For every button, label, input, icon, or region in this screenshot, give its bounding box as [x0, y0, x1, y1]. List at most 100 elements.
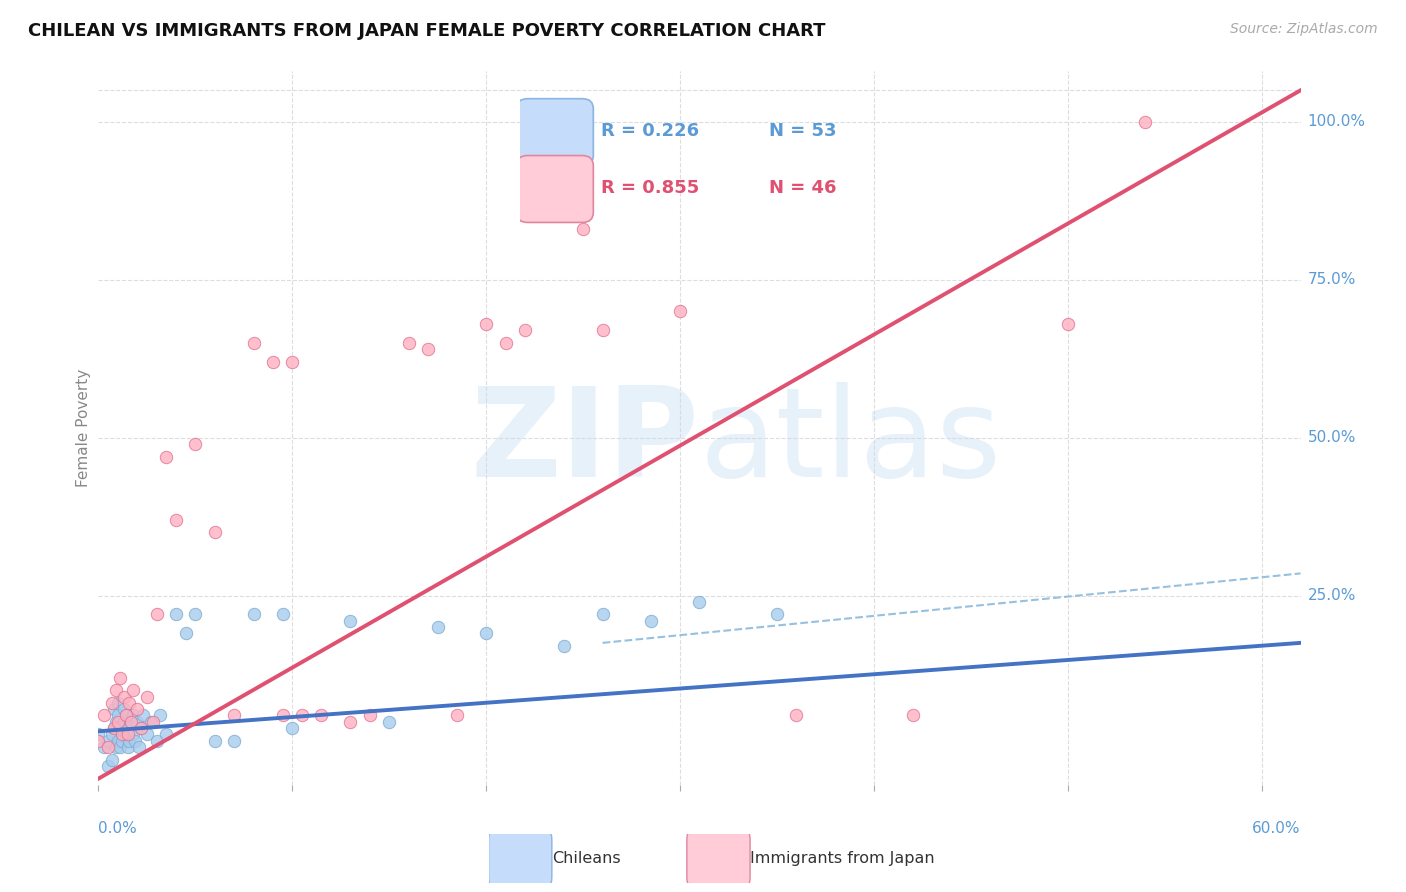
Point [108, 740, 131, 755]
Point [120, 714, 142, 729]
Text: ZIP: ZIP [471, 382, 699, 503]
Point [242, 335, 264, 350]
Point [242, 607, 264, 622]
Point [108, 721, 131, 735]
Point [766, 607, 789, 622]
Point [107, 696, 129, 710]
Point [118, 696, 141, 710]
Point [165, 607, 187, 622]
Text: Source: ZipAtlas.com: Source: ZipAtlas.com [1230, 22, 1378, 37]
Point [359, 708, 381, 723]
Point [184, 437, 207, 451]
Text: atlas: atlas [699, 382, 1001, 503]
Point [224, 733, 246, 747]
Point [142, 714, 165, 729]
Text: 25.0%: 25.0% [1308, 588, 1355, 603]
Point [129, 721, 152, 735]
Point [339, 614, 361, 628]
Point [553, 639, 575, 653]
Point [104, 740, 127, 755]
Point [103, 721, 125, 735]
Point [688, 595, 710, 609]
Point [785, 708, 807, 723]
Point [155, 450, 177, 464]
Point [124, 733, 146, 747]
Point [135, 727, 157, 741]
Text: N = 46: N = 46 [769, 179, 837, 197]
Point [118, 733, 141, 747]
Text: CHILEAN VS IMMIGRANTS FROM JAPAN FEMALE POVERTY CORRELATION CHART: CHILEAN VS IMMIGRANTS FROM JAPAN FEMALE … [28, 22, 825, 40]
Point [97, 759, 120, 773]
Point [311, 708, 333, 723]
FancyBboxPatch shape [516, 155, 593, 222]
Point [114, 727, 136, 741]
Point [97, 740, 120, 755]
Point [107, 733, 129, 747]
Point [204, 733, 226, 747]
Point [128, 740, 150, 755]
Point [112, 702, 135, 716]
Point [101, 753, 124, 767]
Point [122, 683, 145, 698]
Point [117, 721, 139, 735]
Point [129, 721, 152, 735]
Point [114, 708, 136, 723]
Point [104, 683, 127, 698]
Point [103, 721, 125, 735]
Point [339, 714, 361, 729]
Text: 60.0%: 60.0% [1253, 821, 1301, 836]
Text: R = 0.226: R = 0.226 [600, 122, 699, 140]
Point [281, 721, 304, 735]
Point [93, 740, 115, 755]
FancyBboxPatch shape [516, 99, 593, 166]
Point [262, 355, 284, 369]
Point [101, 696, 124, 710]
Point [112, 714, 135, 729]
Point [1135, 115, 1157, 129]
Point [901, 708, 924, 723]
FancyBboxPatch shape [688, 825, 751, 892]
Point [127, 702, 149, 716]
Point [108, 671, 131, 685]
Point [111, 727, 134, 741]
Point [398, 335, 420, 350]
Point [112, 690, 135, 704]
Point [117, 740, 139, 755]
Text: Chileans: Chileans [551, 851, 620, 866]
Point [93, 708, 115, 723]
Point [572, 222, 595, 236]
Point [513, 323, 536, 337]
Point [446, 708, 468, 723]
Point [184, 607, 207, 622]
Point [592, 323, 614, 337]
Point [416, 343, 439, 357]
FancyBboxPatch shape [489, 825, 551, 892]
Point [640, 614, 662, 628]
Point [103, 702, 125, 716]
Point [135, 690, 157, 704]
Point [122, 708, 145, 723]
Point [155, 727, 177, 741]
Point [107, 714, 129, 729]
Point [87, 727, 110, 741]
Text: R = 0.855: R = 0.855 [600, 179, 699, 197]
Point [127, 714, 149, 729]
Point [114, 708, 136, 723]
Point [378, 714, 401, 729]
Point [204, 525, 226, 540]
Point [271, 607, 294, 622]
Text: Immigrants from Japan: Immigrants from Japan [751, 851, 935, 866]
Point [107, 708, 129, 723]
Point [669, 304, 692, 318]
Text: 100.0%: 100.0% [1308, 114, 1365, 129]
Point [132, 708, 155, 723]
Point [224, 708, 246, 723]
Point [271, 708, 294, 723]
Point [281, 355, 304, 369]
Text: N = 53: N = 53 [769, 122, 837, 140]
Point [149, 708, 172, 723]
Point [495, 335, 517, 350]
Point [475, 626, 498, 640]
Point [122, 727, 145, 741]
Point [592, 607, 614, 622]
